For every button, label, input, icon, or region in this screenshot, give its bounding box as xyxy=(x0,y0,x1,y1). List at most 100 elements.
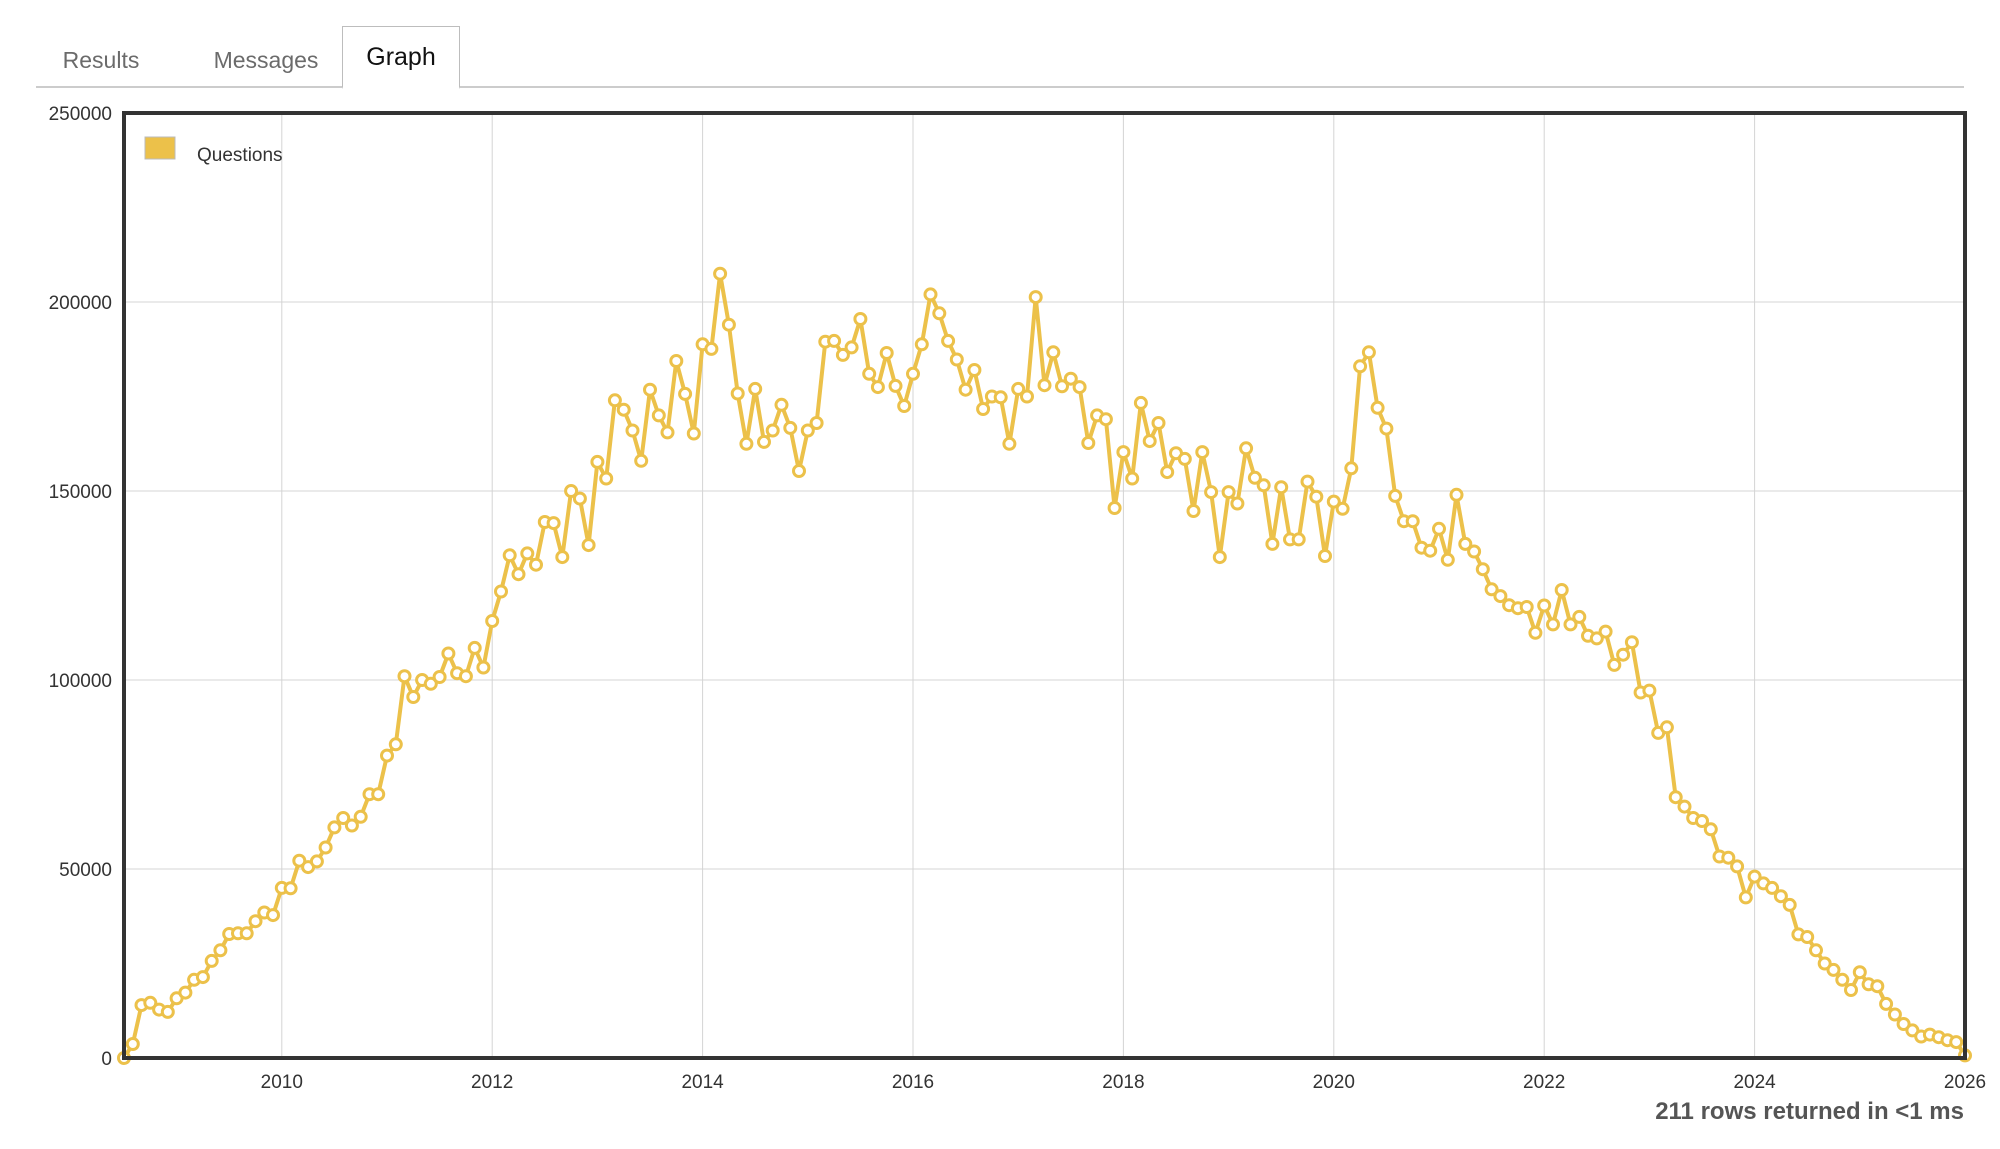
data-point xyxy=(266,908,280,923)
data-point xyxy=(1537,598,1552,613)
data-point xyxy=(1809,943,1823,958)
legend-swatch xyxy=(144,136,176,160)
data-point xyxy=(283,881,298,896)
data-point xyxy=(1221,485,1236,500)
data-point xyxy=(1668,790,1683,805)
data-point xyxy=(1265,536,1280,551)
data-point xyxy=(1204,485,1219,500)
data-point xyxy=(292,853,307,868)
data-point xyxy=(765,423,780,438)
data-point xyxy=(1063,371,1078,386)
legend: Questions xyxy=(144,136,283,166)
data-point xyxy=(1098,412,1113,427)
data-point xyxy=(721,317,736,332)
data-point xyxy=(467,640,482,655)
data-point xyxy=(397,669,412,684)
data-point xyxy=(1072,380,1087,395)
plot-frame xyxy=(122,111,1967,1060)
legend-label: Questions xyxy=(197,145,283,166)
data-point xyxy=(1370,400,1385,415)
data-point xyxy=(783,420,798,435)
x-tick-label: 2018 xyxy=(1102,1072,1144,1093)
data-point xyxy=(809,416,824,430)
axis-tick-labels: 0 50000 100000 150000 200000 250000 2010 2012 20… xyxy=(49,104,1987,1093)
data-point xyxy=(888,378,903,393)
data-point xyxy=(835,347,850,362)
data-point xyxy=(1870,979,1885,994)
data-point xyxy=(906,366,920,381)
data-point xyxy=(248,914,263,929)
data-point xyxy=(651,408,666,423)
data-point xyxy=(1467,544,1482,559)
data-point xyxy=(476,660,491,675)
data-point xyxy=(353,809,368,824)
y-tick-label: 250000 xyxy=(49,104,112,125)
data-point xyxy=(502,548,517,563)
data-point xyxy=(1274,480,1289,495)
data-point xyxy=(546,516,561,531)
data-point xyxy=(1598,624,1613,639)
data-point xyxy=(125,1037,140,1051)
data-point xyxy=(923,287,938,302)
data-point xyxy=(1844,983,1858,997)
data-point xyxy=(1449,487,1464,502)
data-point xyxy=(1247,470,1262,485)
data-point xyxy=(1493,589,1508,604)
data-point xyxy=(1572,609,1587,624)
data-point xyxy=(1546,617,1560,632)
x-tick-label: 2010 xyxy=(261,1072,303,1093)
data-point xyxy=(1773,889,1788,904)
series-questions xyxy=(117,266,1972,1065)
y-tick-label: 150000 xyxy=(49,482,112,503)
x-tick-label: 2024 xyxy=(1733,1072,1776,1093)
tab-graph[interactable]: Graph xyxy=(342,26,460,89)
series-points xyxy=(117,266,1972,1065)
data-point xyxy=(862,366,877,381)
data-point xyxy=(853,312,868,326)
data-point xyxy=(581,538,596,553)
data-point xyxy=(879,346,894,360)
data-point xyxy=(1318,549,1332,563)
tab-results[interactable]: Results xyxy=(62,47,140,73)
data-point xyxy=(1186,504,1201,518)
data-point xyxy=(1887,1007,1902,1022)
data-point xyxy=(336,811,351,825)
data-point xyxy=(1055,379,1069,394)
data-point xyxy=(406,690,421,704)
data-point xyxy=(1081,436,1096,450)
data-point xyxy=(380,748,394,763)
data-point xyxy=(1695,814,1709,828)
data-point xyxy=(1896,1017,1911,1031)
data-point xyxy=(423,676,438,691)
data-point xyxy=(1239,441,1254,456)
data-point xyxy=(529,557,543,572)
data-point xyxy=(634,453,649,468)
data-point xyxy=(1879,996,1894,1011)
data-point xyxy=(643,382,657,397)
data-point xyxy=(678,386,693,401)
data-point xyxy=(143,995,158,1010)
data-point xyxy=(1195,445,1210,460)
data-point xyxy=(1326,494,1341,509)
data-point xyxy=(897,399,912,413)
data-point xyxy=(1475,562,1490,577)
data-point xyxy=(494,584,508,599)
y-tick-label: 50000 xyxy=(59,860,112,881)
data-point xyxy=(1519,600,1534,614)
data-point xyxy=(511,567,526,582)
data-point xyxy=(309,854,324,869)
data-point xyxy=(739,436,754,451)
tab-messages[interactable]: Messages xyxy=(213,47,319,73)
result-tabs: Results Messages Graph xyxy=(36,26,1964,89)
y-tick-label: 100000 xyxy=(49,671,112,692)
data-point xyxy=(1589,631,1604,646)
data-point xyxy=(239,926,254,941)
data-point xyxy=(616,402,631,417)
data-point xyxy=(1388,488,1403,503)
data-point xyxy=(1046,345,1061,360)
data-point xyxy=(1230,496,1245,511)
data-point xyxy=(914,337,929,352)
data-point xyxy=(599,471,614,486)
data-point xyxy=(1458,536,1473,551)
data-point xyxy=(432,670,447,684)
